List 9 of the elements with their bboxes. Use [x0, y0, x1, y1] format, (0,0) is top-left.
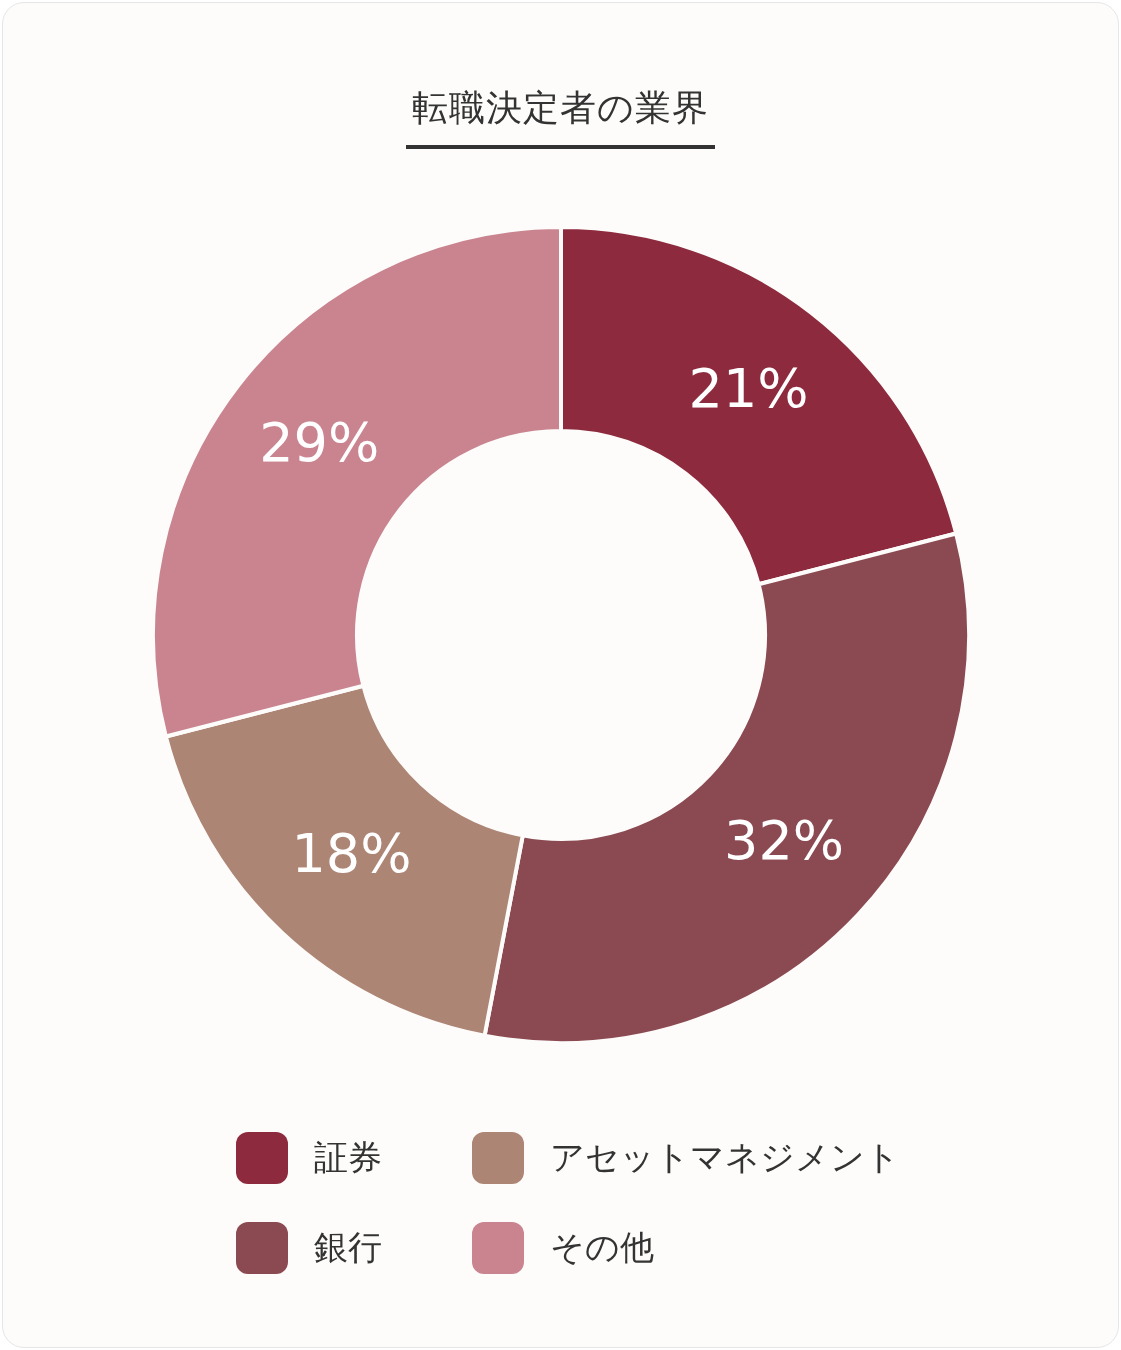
legend-label: アセットマネジメント: [550, 1136, 900, 1179]
legend-label: 銀行: [314, 1226, 382, 1269]
data-label: 29%: [259, 411, 380, 475]
legend-label: その他: [550, 1226, 654, 1269]
data-label: 21%: [688, 357, 809, 421]
data-label: 32%: [724, 808, 845, 872]
data-label: 18%: [291, 822, 412, 886]
legend-label: 証券: [314, 1136, 382, 1179]
chart-title: 転職決定者の業界: [406, 84, 715, 149]
